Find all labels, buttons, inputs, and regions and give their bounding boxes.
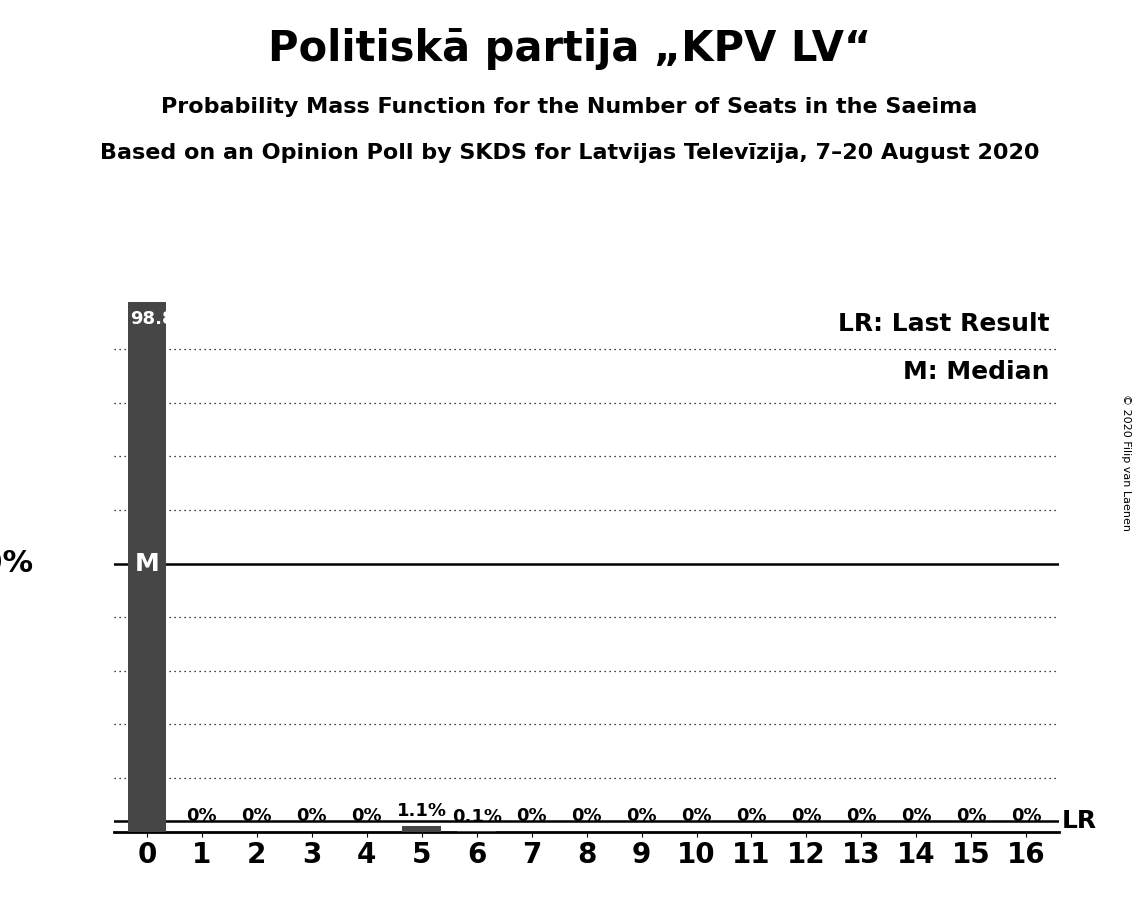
Text: 0%: 0% xyxy=(846,808,877,825)
Text: 0%: 0% xyxy=(736,808,767,825)
Text: 0%: 0% xyxy=(792,808,821,825)
Text: 0%: 0% xyxy=(901,808,932,825)
Text: 1.1%: 1.1% xyxy=(396,802,446,821)
Text: M: Median: M: Median xyxy=(903,360,1050,384)
Text: Based on an Opinion Poll by SKDS for Latvijas Televīzija, 7–20 August 2020: Based on an Opinion Poll by SKDS for Lat… xyxy=(100,143,1039,164)
Text: Probability Mass Function for the Number of Seats in the Saeima: Probability Mass Function for the Number… xyxy=(162,97,977,117)
Text: LR: Last Result: LR: Last Result xyxy=(838,311,1050,335)
Bar xyxy=(128,302,166,832)
Text: 50%: 50% xyxy=(0,549,33,578)
Text: 0.1%: 0.1% xyxy=(452,808,501,826)
Text: 0%: 0% xyxy=(572,808,601,825)
Text: © 2020 Filip van Laenen: © 2020 Filip van Laenen xyxy=(1121,394,1131,530)
Text: 0%: 0% xyxy=(681,808,712,825)
Text: 0%: 0% xyxy=(516,808,547,825)
Text: M: M xyxy=(134,552,159,576)
Bar xyxy=(402,826,441,832)
Text: Politiskā partija „KPV LV“: Politiskā partija „KPV LV“ xyxy=(268,28,871,69)
Text: 0%: 0% xyxy=(187,808,218,825)
Text: 0%: 0% xyxy=(1011,808,1041,825)
Text: 98.8%: 98.8% xyxy=(130,310,194,328)
Text: 0%: 0% xyxy=(241,808,272,825)
Text: 0%: 0% xyxy=(626,808,657,825)
Text: 0%: 0% xyxy=(956,808,986,825)
Text: 0%: 0% xyxy=(296,808,327,825)
Text: 0%: 0% xyxy=(352,808,382,825)
Text: LR: LR xyxy=(1062,808,1097,833)
